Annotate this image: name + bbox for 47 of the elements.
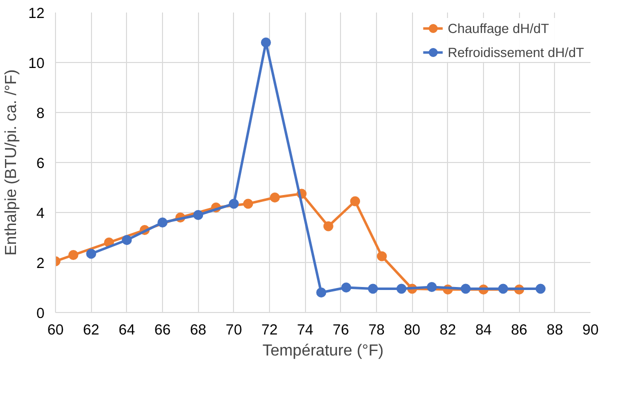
x-tick-label: 60 [47,322,64,338]
y-axis-title: Enthalpie (BTU/pi. ca. /°F) [3,69,20,256]
x-tick-label: 68 [190,322,206,338]
x-tick-label: 78 [368,322,385,338]
point [68,250,78,260]
point [498,284,508,294]
x-tick-label: 70 [226,322,242,338]
point [323,221,334,232]
legend-label: Refroidissement dH/dT [448,44,584,60]
x-axis-title: Température (°F) [262,342,384,360]
x-tick-label: 86 [511,322,528,338]
x-tick-label: 88 [546,322,563,338]
y-tick-label: 4 [36,206,45,222]
y-tick-label: 8 [36,106,45,122]
x-tick-label: 80 [404,322,420,338]
y-tick-label: 6 [36,156,45,172]
x-tick-label: 74 [297,322,314,338]
x-tick-label: 64 [118,322,135,338]
point [316,288,326,298]
legend-label: Chauffage dH/dT [448,20,549,36]
point [376,251,387,262]
point [350,196,360,206]
x-tick-label: 62 [83,322,100,338]
x-tick-label: 82 [440,322,456,338]
point [460,284,471,294]
point [122,235,132,245]
y-tick-label: 2 [36,256,45,272]
x-tick-label: 90 [582,322,599,338]
point [86,248,96,259]
y-tick-label: 12 [28,6,45,22]
point [260,38,271,48]
point [396,284,406,294]
point [270,192,280,202]
point [341,282,352,292]
x-tick-label: 84 [475,322,492,338]
y-tick-label: 0 [36,306,45,322]
y-tick-label: 10 [28,56,45,72]
point [193,210,204,220]
x-tick-label: 72 [261,322,278,338]
point [158,218,168,228]
point [228,198,239,209]
x-tick-label: 76 [332,322,349,338]
point [426,282,437,292]
point [368,284,378,294]
point [536,284,546,294]
x-tick-label: 66 [154,322,171,338]
point [243,198,254,209]
